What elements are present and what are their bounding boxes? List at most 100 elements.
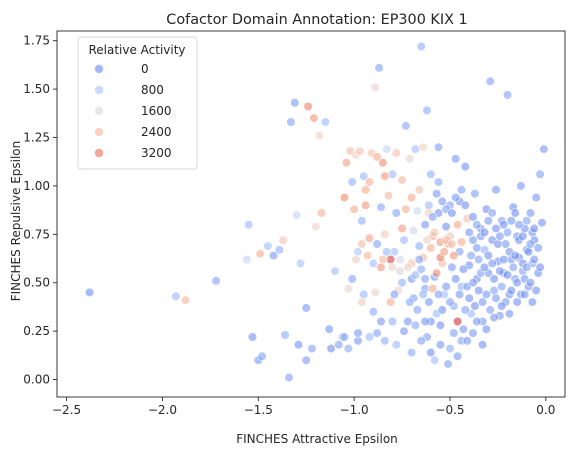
data-point [414,185,424,195]
data-point [435,320,446,330]
data-point [255,249,265,259]
legend-marker [94,64,104,74]
data-point [370,82,380,92]
data-point [478,297,488,307]
data-point [326,344,336,354]
data-point [303,101,313,112]
data-point [357,216,367,226]
data-point [320,117,331,127]
data-point [464,227,474,237]
y-tick-label: 1.75 [23,34,50,48]
data-point [470,189,480,199]
x-tick-label: −2.5 [52,403,81,417]
data-point [407,347,417,358]
data-point [263,241,273,251]
data-point [341,158,352,168]
data-point [525,208,536,218]
data-point [418,289,428,300]
legend-box [77,36,198,170]
data-point [460,162,470,172]
data-point [301,355,311,365]
data-point [324,324,334,334]
data-point [523,247,534,257]
data-point [527,297,538,307]
data-point [412,206,423,216]
data-point [510,208,520,218]
data-point [433,289,444,300]
y-tick-label: 0.50 [23,276,50,290]
data-point [447,262,457,272]
legend-marker [94,106,104,116]
data-point [364,332,375,342]
x-tick-label: −0.5 [435,403,464,417]
legend: Relative Activity 0 800 1600 2400 3200 [77,36,198,170]
chart-title: Cofactor Domain Annotation: EP300 KIX 1 [166,12,467,28]
data-point [478,340,488,350]
data-point [403,316,413,327]
data-point [372,328,382,338]
data-point [368,258,378,269]
data-point [525,239,536,249]
data-point [491,293,501,303]
data-point [432,268,442,278]
data-point [447,239,457,249]
data-point [311,222,321,232]
data-point [512,278,522,288]
data-point [520,289,530,300]
data-point [347,177,357,187]
data-point [470,301,480,311]
data-point [278,235,288,245]
data-point [499,220,509,230]
data-point [502,90,513,100]
data-point [535,262,545,272]
data-point [491,185,501,195]
data-point [435,340,446,350]
data-point [497,282,507,292]
data-point [403,262,413,272]
data-point [453,220,463,230]
data-point [376,316,386,327]
data-point [380,336,390,346]
data-point [462,336,472,346]
data-point [420,316,430,327]
data-point [414,254,424,265]
data-point [522,216,532,226]
data-point [382,247,392,257]
data-point [529,223,539,234]
data-point [380,171,390,181]
data-point [307,344,317,354]
data-point [460,200,470,210]
data-point [391,340,401,350]
data-point [351,254,361,265]
data-point [357,297,367,307]
data-point [407,192,417,203]
data-point [441,222,451,232]
data-point [399,235,409,245]
data-point [472,243,482,253]
y-tick-label: 1.25 [23,131,50,145]
data-point [468,278,478,288]
data-point [286,117,296,127]
data-point [395,266,405,276]
data-point [395,254,405,265]
data-point [453,351,463,361]
data-point [493,239,503,249]
data-point [458,324,469,334]
data-point [389,247,400,257]
data-point [372,239,382,249]
data-point [537,218,547,228]
data-point [293,340,304,350]
data-point [433,142,444,152]
data-point [339,332,350,342]
data-point [349,204,359,214]
y-tick-label: 0.00 [23,373,50,387]
data-point [468,235,478,245]
data-point [491,223,501,234]
data-point [309,113,319,123]
legend-marker [94,127,104,137]
data-point [410,320,421,330]
data-point [479,262,490,272]
y-tick-label: 1.00 [23,179,50,193]
data-point [422,105,432,115]
